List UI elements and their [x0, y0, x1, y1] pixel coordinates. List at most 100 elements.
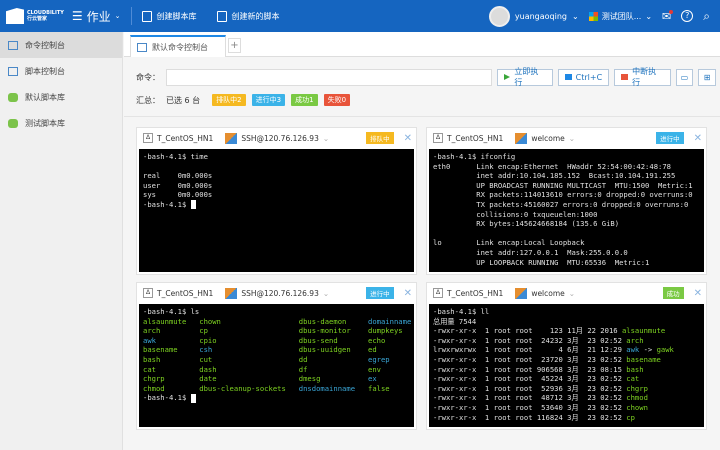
keyboard-icon [564, 74, 572, 80]
chevron-down-icon[interactable]: ⌄ [322, 133, 330, 143]
chevron-down-icon: ⌄ [114, 12, 121, 20]
terminal-text: bash [626, 364, 644, 374]
close-icon[interactable]: ✕ [693, 287, 702, 299]
sidebar-item-label: 测试脚本库 [25, 118, 65, 128]
terminal-line: -bash-4.1$ ifconfig [433, 152, 700, 162]
terminal-text: -bash-4.1$ time [143, 152, 208, 161]
close-icon[interactable]: ✕ [693, 132, 702, 144]
chevron-down-icon[interactable]: ⌄ [568, 133, 576, 143]
add-tab-button[interactable]: + [228, 38, 241, 53]
host-icon: Δ [433, 288, 443, 298]
file-name: dash [199, 364, 217, 374]
chevron-down-icon[interactable]: ⌄ [568, 288, 576, 298]
status-badge-success[interactable]: 成功1 [291, 94, 318, 106]
terminal-line: TX packets:45160027 errors:0 dropped:0 o… [433, 200, 700, 210]
user-menu[interactable]: yuangaoqing ⌄ [488, 5, 579, 27]
run-now-label: 立即执行 [514, 67, 539, 87]
terminal-text: -rwxr-xr-x 1 root root 52936 3月 23 02:52 [433, 383, 627, 393]
terminal-line [433, 229, 700, 239]
create-repo-button[interactable]: 创建脚本库 [141, 10, 197, 22]
connection-select[interactable]: SSH@120.76.126.93 [241, 288, 319, 298]
terminal-text: cp [626, 412, 635, 422]
terminal-line: inet addr:127.0.0.1 Mask:255.0.0.0 [433, 248, 700, 258]
create-repo-label: 创建脚本库 [156, 11, 197, 21]
file-name: chgrp [143, 374, 165, 384]
terminal-output[interactable]: -bash-4.1$ ifconfig eth0 Link encap:Ether… [429, 149, 704, 272]
search-icon[interactable]: ⌕ [703, 8, 710, 23]
terminal-text: -rwxr-xr-x 1 root root 24232 3月 23 02:52 [433, 335, 627, 345]
help-icon[interactable]: ? [681, 10, 694, 22]
brand-subtitle: 行云管家 [27, 16, 48, 22]
status-badge-failed[interactable]: 失败0 [323, 94, 351, 106]
database-add-icon [141, 10, 152, 22]
sidebar-item-label: 默认脚本库 [25, 92, 65, 102]
sidebar-item-command-console[interactable]: 命令控制台 [0, 32, 122, 58]
terminal-icon [8, 40, 18, 50]
connection-select[interactable]: welcome [531, 288, 565, 298]
connection-icon [515, 132, 528, 144]
script-console-icon [8, 66, 18, 76]
status-badge-queued[interactable]: 排队中2 [212, 94, 246, 106]
monitor-button[interactable]: ▭ [675, 68, 694, 86]
host-name: T_CentOS_HN1 [157, 133, 214, 143]
terminal-output[interactable]: -bash-4.1$ ls alsaunmute chown dbus-daemon d… [139, 304, 414, 427]
file-name: cut [199, 354, 213, 364]
terminal-text: -bash-4.1$ [143, 393, 191, 403]
file-name: dbus-monitor [298, 326, 351, 336]
file-name: env [368, 364, 381, 374]
file-name: ed [368, 345, 377, 355]
create-script-button[interactable]: 创建新的脚本 [216, 10, 280, 22]
terminal-line: arch cp dbus-monitor dumpkeys [143, 326, 410, 336]
terminal-text: -bash-4.1$ ifconfig [433, 152, 516, 161]
command-input[interactable] [165, 68, 493, 86]
sidebar-item-default-repo[interactable]: 默认脚本库 [0, 84, 122, 110]
terminal-output[interactable]: -bash-4.1$ time real 0m0.000s user 0m0.00… [139, 149, 414, 272]
top-navbar: CLOUDBILITY 行云管家 ☰ 作业 ⌄ 创建脚本库 创建新的脚本 yuanga… [0, 0, 720, 32]
terminal-line: -bash-4.1$ [143, 393, 410, 403]
file-name: awk [143, 335, 156, 345]
sidebar-item-script-console[interactable]: 脚本控制台 [0, 58, 122, 84]
sidebar-item-label: 脚本控制台 [25, 66, 65, 76]
terminal-text: inet addr:127.0.0.1 Mask:255.0.0.0 [433, 247, 628, 257]
ctrl-c-button[interactable]: Ctrl+C [557, 68, 610, 86]
terminal-line: chgrp date dmesg ex [143, 374, 410, 384]
status-badge-running[interactable]: 进行中3 [251, 94, 286, 106]
file-name: echo [368, 335, 386, 345]
host-name: T_CentOS_HN1 [447, 288, 504, 298]
terminal-line: 总用量 7544 [433, 317, 700, 327]
sidebar-item-test-repo[interactable]: 测试脚本库 [0, 110, 122, 136]
file-name: chmod [143, 383, 165, 393]
terminal-text: TX packets:45160027 errors:0 dropped:0 o… [433, 199, 689, 209]
terminal-line: -bash-4.1$ ls [143, 307, 200, 316]
monitor-icon: ▭ [680, 72, 689, 82]
grid-layout-button[interactable]: ⊞ [698, 68, 717, 86]
run-now-button[interactable]: 立即执行 [497, 67, 553, 87]
abort-button[interactable]: 中断执行 [614, 67, 671, 87]
terminal-line: bash cut dd egrep [143, 355, 410, 365]
connection-select[interactable]: welcome [531, 133, 565, 143]
chevron-down-icon[interactable]: ⌄ [322, 288, 330, 298]
connection-select[interactable]: SSH@120.76.126.93 [241, 133, 319, 143]
brand-logo[interactable]: CLOUDBILITY 行云管家 [6, 8, 64, 24]
host-icon: Δ [143, 288, 153, 298]
file-name: basename [143, 345, 178, 355]
terminal-text: -bash-4.1$ [143, 199, 191, 209]
cloud-logo-icon [6, 8, 24, 24]
close-icon[interactable]: ✕ [403, 132, 412, 144]
team-icon [588, 11, 598, 21]
close-icon[interactable]: ✕ [403, 287, 412, 299]
terminal-line: real 0m0.000s [143, 171, 410, 181]
terminal-output[interactable]: -bash-4.1$ ll 总用量 7544 -rwxr-xr-x 1 root r… [429, 304, 704, 427]
terminal-line: -rwxr-xr-x 1 root root 24232 3月 23 02:52… [433, 336, 700, 346]
terminal-text: -> [639, 345, 657, 355]
summary-label: 汇总： [136, 95, 160, 105]
tab-default-command-console[interactable]: 默认命令控制台 [130, 35, 226, 57]
play-icon [504, 74, 511, 80]
terminal-text: user 0m0.000s [143, 180, 213, 190]
selected-count: 已选 6 台 [166, 95, 201, 105]
tab-label: 默认命令控制台 [152, 42, 208, 52]
mail-icon[interactable]: ✉ [662, 9, 674, 23]
module-menu[interactable]: ☰ 作业 ⌄ [72, 8, 121, 25]
team-switcher[interactable]: 测试团队... ⌄ [588, 11, 652, 22]
terminal-panel: Δ T_CentOS_HN1 SSH@120.76.126.93 ⌄ 排队中 ✕ -bash… [136, 127, 417, 275]
